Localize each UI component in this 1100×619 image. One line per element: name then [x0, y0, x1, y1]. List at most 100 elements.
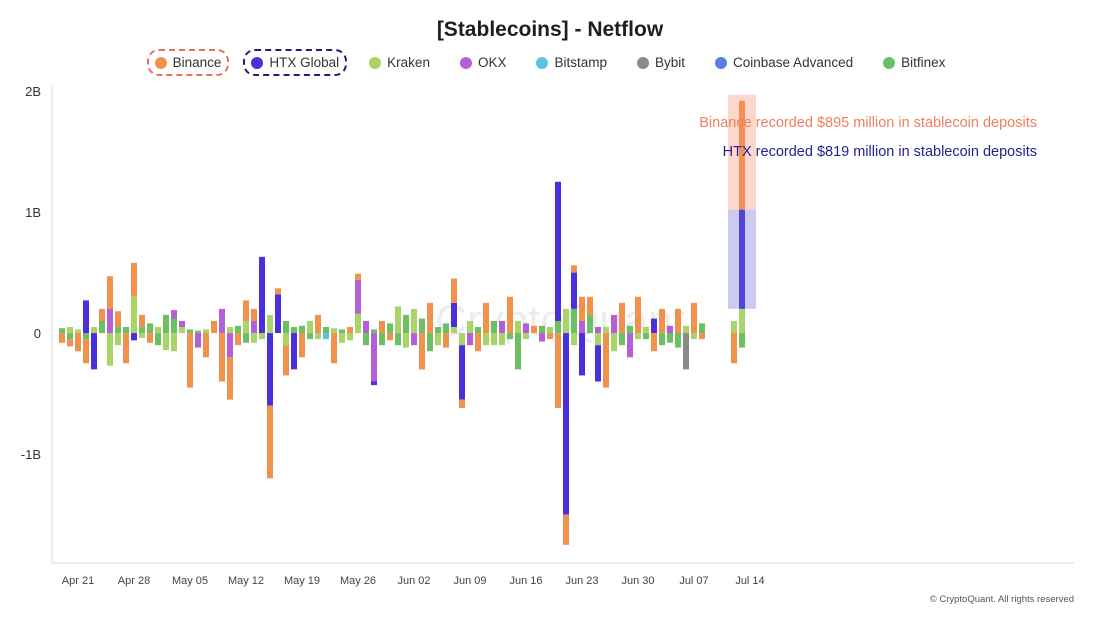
bar-binance: [355, 273, 361, 280]
x-tick-label: Jul 14: [735, 575, 764, 587]
bar-binance: [531, 325, 537, 334]
bar-kraken: [331, 328, 337, 334]
bar-okx: [195, 333, 201, 348]
legend-item-kraken[interactable]: Kraken: [361, 49, 438, 76]
legend-item-okx[interactable]: OKX: [452, 49, 515, 76]
bar-htx-global: [275, 294, 281, 334]
bar-okx: [355, 279, 361, 314]
bar-okx: [227, 333, 233, 358]
bar-kraken: [691, 333, 697, 340]
bar-bitfinex: [67, 333, 73, 340]
legend-item-bitstamp[interactable]: Bitstamp: [528, 49, 615, 76]
legend: Binance HTX Global Kraken OKX Bitstamp Bybit C…: [0, 49, 1100, 76]
legend-swatch: [369, 56, 382, 69]
bar-binance: [267, 405, 273, 479]
bar-okx: [579, 320, 585, 334]
bar-htx-global: [91, 333, 97, 370]
bar-htx-global: [579, 333, 585, 376]
bar-bitfinex: [371, 329, 377, 334]
bar-bitfinex: [115, 327, 121, 334]
bar-binance: [107, 276, 113, 309]
legend-item-coinbase-advanced[interactable]: Coinbase Advanced: [707, 49, 861, 76]
bar-htx-global: [451, 302, 457, 328]
legend-swatch: [154, 56, 167, 69]
bar-okx: [667, 325, 673, 334]
bar-okx: [523, 323, 529, 334]
bar-kraken: [595, 333, 601, 346]
bar-okx: [171, 310, 177, 319]
bar-kraken: [571, 333, 577, 346]
bar-binance: [59, 333, 65, 343]
bar-bitfinex: [539, 325, 545, 334]
bar-kraken: [547, 327, 553, 334]
bar-htx-global: [459, 345, 465, 400]
bar-binance: [475, 333, 481, 352]
bar-binance: [235, 333, 241, 346]
bar-kraken: [603, 327, 609, 334]
bar-okx: [499, 320, 505, 334]
bar-kraken: [179, 327, 185, 334]
bar-bitfinex: [283, 320, 289, 334]
bar-bitfinex: [299, 325, 305, 334]
bar-bitfinex: [235, 325, 241, 334]
legend-item-htx-global[interactable]: HTX Global: [243, 49, 348, 76]
bar-binance: [419, 333, 425, 370]
bar-bitfinex: [699, 323, 705, 334]
bar-binance: [483, 302, 489, 334]
bar-bitfinex: [155, 333, 161, 346]
bar-binance: [379, 320, 385, 334]
bar-binance: [139, 314, 145, 328]
x-tick-label: Apr 21: [62, 575, 94, 587]
bar-binance: [699, 333, 705, 340]
bar-bitfinex: [403, 314, 409, 334]
bar-binance: [739, 100, 745, 210]
legend-item-binance[interactable]: Binance: [146, 49, 230, 76]
legend-swatch: [715, 56, 728, 69]
legend-label: HTX Global: [269, 55, 340, 70]
bar-bitstamp: [323, 333, 329, 340]
bar-kraken: [67, 327, 73, 334]
bar-bitfinex: [419, 318, 425, 334]
bar-htx-global: [371, 381, 377, 386]
bar-kraken: [163, 333, 169, 351]
bar-kraken: [739, 308, 745, 334]
bar-htx-global: [739, 209, 745, 309]
bar-bitfinex: [83, 333, 89, 340]
chart-title: [Stablecoins] - Netflow: [436, 18, 664, 41]
bar-bitfinex: [427, 333, 433, 352]
bar-htx-global: [595, 345, 601, 382]
bar-kraken: [515, 320, 521, 334]
bar-binance: [547, 333, 553, 340]
legend-item-bitfinex[interactable]: Bitfinex: [875, 49, 953, 76]
legend-item-bybit[interactable]: Bybit: [629, 49, 693, 76]
bar-okx: [371, 333, 377, 382]
legend-swatch: [637, 56, 649, 69]
legend-label: Bitstamp: [554, 55, 607, 70]
legend-swatch: [251, 56, 264, 69]
bar-bitfinex: [619, 333, 625, 346]
bar-binance: [83, 339, 89, 364]
bar-bitfinex: [147, 323, 153, 334]
legend-label: OKX: [477, 55, 507, 70]
bar-kraken: [203, 329, 209, 334]
bar-bitfinex: [643, 333, 649, 340]
bar-bitfinex: [507, 333, 513, 340]
bar-kraken: [307, 320, 313, 334]
bar-binance: [299, 333, 305, 358]
bar-kraken: [451, 327, 457, 334]
bar-binance: [243, 300, 249, 321]
bar-binance: [99, 308, 105, 321]
bar-kraken: [411, 308, 417, 334]
bar-bitfinex: [659, 333, 665, 346]
bar-binance: [275, 288, 281, 295]
bar-kraken: [339, 333, 345, 343]
bar-binance: [75, 333, 81, 352]
bar-htx-global: [131, 333, 137, 341]
bar-binance: [459, 399, 465, 409]
bar-kraken: [563, 308, 569, 334]
bar-htx-global: [571, 272, 577, 309]
bar-kraken: [523, 333, 529, 340]
bar-kraken: [171, 333, 177, 352]
legend-label: Bitfinex: [901, 55, 946, 70]
bar-binance: [347, 327, 353, 334]
